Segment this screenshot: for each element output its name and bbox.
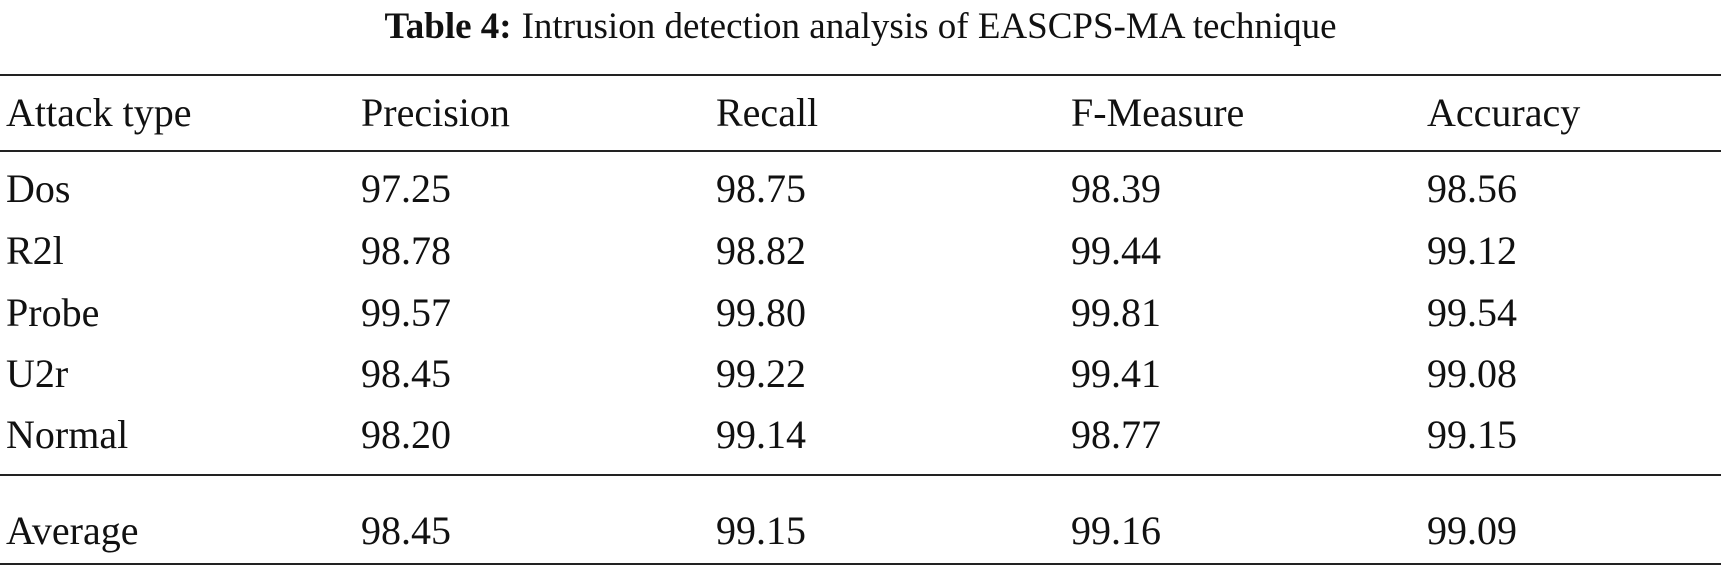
data-cell: 99.12 bbox=[1427, 228, 1517, 273]
header-rule bbox=[0, 150, 1721, 152]
body-rule bbox=[0, 474, 1721, 476]
data-cell: 99.54 bbox=[1427, 290, 1517, 335]
data-cell: 98.75 bbox=[716, 166, 806, 211]
average-cell: 99.09 bbox=[1427, 508, 1517, 553]
average-cell: 98.45 bbox=[361, 508, 451, 553]
bottom-rule bbox=[0, 563, 1721, 565]
header-cell: Precision bbox=[361, 90, 510, 135]
data-cell: 98.39 bbox=[1071, 166, 1161, 211]
average-label: Average bbox=[6, 508, 139, 553]
data-cell: 98.56 bbox=[1427, 166, 1517, 211]
data-cell: 99.22 bbox=[716, 351, 806, 396]
data-cell: 99.08 bbox=[1427, 351, 1517, 396]
average-cell: 99.15 bbox=[716, 508, 806, 553]
data-cell: 98.77 bbox=[1071, 412, 1161, 457]
data-cell: 99.81 bbox=[1071, 290, 1161, 335]
data-cell: 99.57 bbox=[361, 290, 451, 335]
data-cell: 99.80 bbox=[716, 290, 806, 335]
row-label: Normal bbox=[6, 412, 129, 457]
data-cell: 99.44 bbox=[1071, 228, 1161, 273]
data-cell: 98.45 bbox=[361, 351, 451, 396]
average-cell: 99.16 bbox=[1071, 508, 1161, 553]
data-cell: 99.15 bbox=[1427, 412, 1517, 457]
row-label: R2l bbox=[6, 228, 64, 273]
table-label: Table 4: bbox=[384, 6, 512, 47]
table-title: Intrusion detection analysis of EASCPS-M… bbox=[521, 6, 1337, 47]
row-label: Probe bbox=[6, 290, 100, 335]
data-cell: 97.25 bbox=[361, 166, 451, 211]
header-cell: Accuracy bbox=[1427, 90, 1581, 135]
data-cell: 99.14 bbox=[716, 412, 806, 457]
header-cell: Attack type bbox=[6, 90, 192, 135]
header-cell: Recall bbox=[716, 90, 819, 135]
data-cell: 99.41 bbox=[1071, 351, 1161, 396]
data-cell: 98.20 bbox=[361, 412, 451, 457]
header-cell: F-Measure bbox=[1071, 90, 1245, 135]
data-cell: 98.78 bbox=[361, 228, 451, 273]
row-label: Dos bbox=[6, 166, 71, 211]
table-caption: Table 4: Intrusion detection analysis of … bbox=[0, 8, 1721, 45]
top-rule bbox=[0, 74, 1721, 76]
row-label: U2r bbox=[6, 351, 69, 396]
data-cell: 98.82 bbox=[716, 228, 806, 273]
